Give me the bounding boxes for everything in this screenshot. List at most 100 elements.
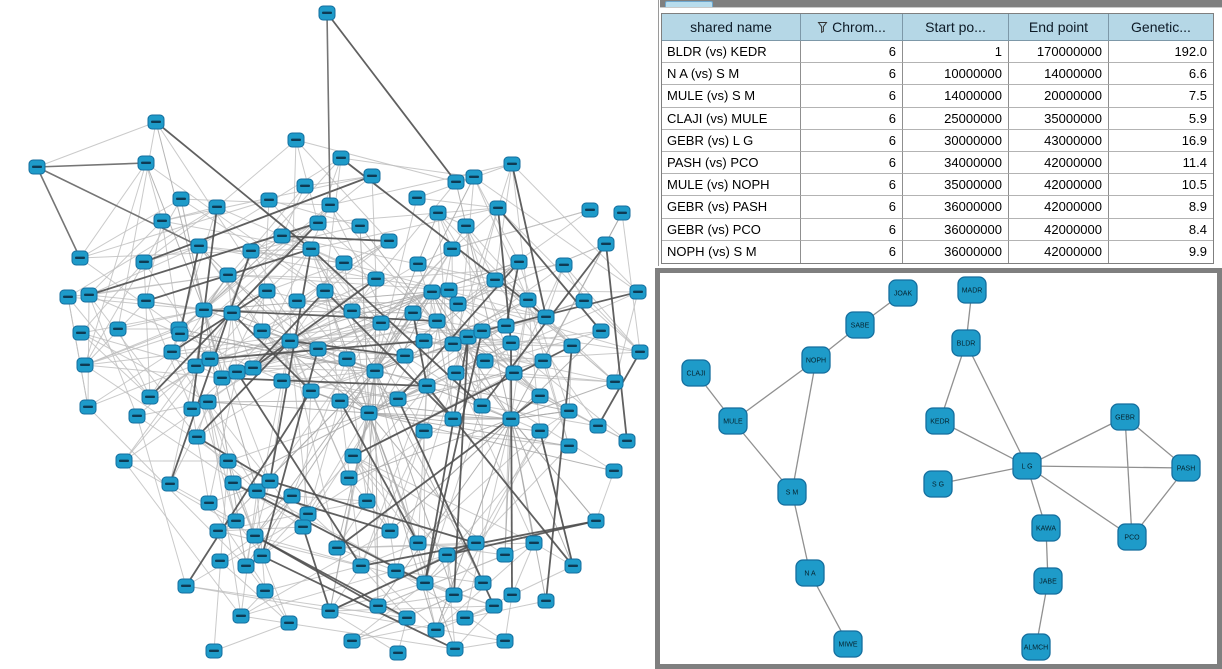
network-node[interactable] — [299, 506, 317, 522]
network-node[interactable] — [456, 610, 474, 626]
main-network-view[interactable] — [0, 0, 655, 669]
network-node[interactable] — [321, 603, 339, 619]
network-node[interactable] — [79, 399, 97, 415]
network-node[interactable] — [115, 453, 133, 469]
network-node[interactable] — [352, 558, 370, 574]
network-node[interactable] — [253, 548, 271, 564]
network-node[interactable] — [396, 348, 414, 364]
network-node[interactable] — [242, 243, 260, 259]
network-node[interactable] — [253, 323, 271, 339]
network-node[interactable] — [367, 271, 385, 287]
network-node[interactable] — [618, 433, 636, 449]
tab-fragment[interactable] — [665, 1, 713, 8]
network-node[interactable] — [519, 292, 537, 308]
network-node[interactable] — [563, 338, 581, 354]
network-node[interactable] — [328, 540, 346, 556]
network-node[interactable] — [200, 495, 218, 511]
network-node[interactable] — [343, 303, 361, 319]
network-node[interactable] — [447, 174, 465, 190]
network-node[interactable] — [485, 598, 503, 614]
network-node[interactable] — [629, 284, 647, 300]
network-node[interactable] — [273, 228, 291, 244]
network-node[interactable] — [589, 418, 607, 434]
network-node[interactable] — [258, 283, 276, 299]
network-node[interactable] — [340, 470, 358, 486]
network-node[interactable] — [223, 305, 241, 321]
network-node[interactable] — [309, 341, 327, 357]
network-node[interactable] — [443, 241, 461, 257]
network-node[interactable] — [631, 344, 649, 360]
network-node[interactable] — [80, 287, 98, 303]
node-claji[interactable]: CLAJI — [681, 359, 711, 387]
network-node[interactable] — [473, 323, 491, 339]
network-node[interactable] — [363, 168, 381, 184]
table-row[interactable]: MULE (vs) S M 6 14000000 20000000 7.5 — [662, 85, 1213, 108]
network-node[interactable] — [163, 344, 181, 360]
network-node[interactable] — [296, 178, 314, 194]
network-node[interactable] — [318, 5, 336, 21]
table-row[interactable]: N A (vs) S M 6 10000000 14000000 6.6 — [662, 63, 1213, 86]
network-node[interactable] — [195, 302, 213, 318]
network-node[interactable] — [473, 398, 491, 414]
network-node[interactable] — [581, 202, 599, 218]
network-node[interactable] — [503, 156, 521, 172]
node-almch[interactable]: ALMCH — [1021, 633, 1051, 661]
network-node[interactable] — [224, 475, 242, 491]
network-node[interactable] — [316, 283, 334, 299]
network-node[interactable] — [537, 593, 555, 609]
network-node[interactable] — [211, 553, 229, 569]
network-node[interactable] — [205, 643, 223, 659]
table-row[interactable]: BLDR (vs) KEDR 6 1 170000000 192.0 — [662, 41, 1213, 64]
node-sabe[interactable]: SABE — [845, 311, 875, 339]
network-node[interactable] — [423, 284, 441, 300]
network-node[interactable] — [416, 575, 434, 591]
network-node[interactable] — [228, 364, 246, 380]
node-gebr[interactable]: GEBR — [1110, 403, 1140, 431]
network-node[interactable] — [389, 391, 407, 407]
node-s-g[interactable]: S G — [923, 470, 953, 498]
table-row[interactable]: GEBR (vs) PCO 6 36000000 42000000 8.4 — [662, 218, 1213, 241]
column-header-start-position[interactable]: Start po... — [903, 14, 1009, 41]
column-header-end-point[interactable]: End point — [1009, 14, 1109, 41]
network-node[interactable] — [555, 257, 573, 273]
network-node[interactable] — [281, 333, 299, 349]
network-node[interactable] — [476, 353, 494, 369]
column-header-shared-name[interactable]: shared name — [662, 14, 801, 41]
network-node[interactable] — [486, 272, 504, 288]
node-s-m[interactable]: S M — [777, 478, 807, 506]
network-node[interactable] — [428, 313, 446, 329]
detail-network-panel[interactable]: JOAK MADR SABE NOPH BLDR CLAJI MULE KEDR GEBR L G… — [655, 268, 1222, 669]
network-node[interactable] — [418, 378, 436, 394]
network-node[interactable] — [496, 547, 514, 563]
node-pash[interactable]: PASH — [1171, 454, 1201, 482]
network-node[interactable] — [137, 155, 155, 171]
node-kedr[interactable]: KEDR — [925, 407, 955, 435]
network-node[interactable] — [344, 448, 362, 464]
network-node[interactable] — [183, 401, 201, 417]
network-node[interactable] — [447, 365, 465, 381]
network-node[interactable] — [465, 169, 483, 185]
network-node[interactable] — [440, 282, 458, 298]
network-node[interactable] — [415, 423, 433, 439]
network-node[interactable] — [288, 293, 306, 309]
network-node[interactable] — [429, 205, 447, 221]
network-node[interactable] — [302, 241, 320, 257]
node-noph[interactable]: NOPH — [801, 346, 831, 374]
network-node[interactable] — [351, 218, 369, 234]
network-node[interactable] — [28, 159, 46, 175]
network-node[interactable] — [387, 563, 405, 579]
network-node[interactable] — [76, 357, 94, 373]
network-node[interactable] — [489, 200, 507, 216]
network-node[interactable] — [372, 315, 390, 331]
table-row[interactable]: GEBR (vs) L G 6 30000000 43000000 16.9 — [662, 129, 1213, 152]
network-node[interactable] — [381, 523, 399, 539]
network-node[interactable] — [209, 523, 227, 539]
network-node[interactable] — [380, 233, 398, 249]
network-node[interactable] — [302, 383, 320, 399]
network-node[interactable] — [408, 190, 426, 206]
network-node[interactable] — [502, 335, 520, 351]
network-node[interactable] — [409, 535, 427, 551]
network-node[interactable] — [213, 370, 231, 386]
network-node[interactable] — [360, 405, 378, 421]
network-node[interactable] — [246, 528, 264, 544]
